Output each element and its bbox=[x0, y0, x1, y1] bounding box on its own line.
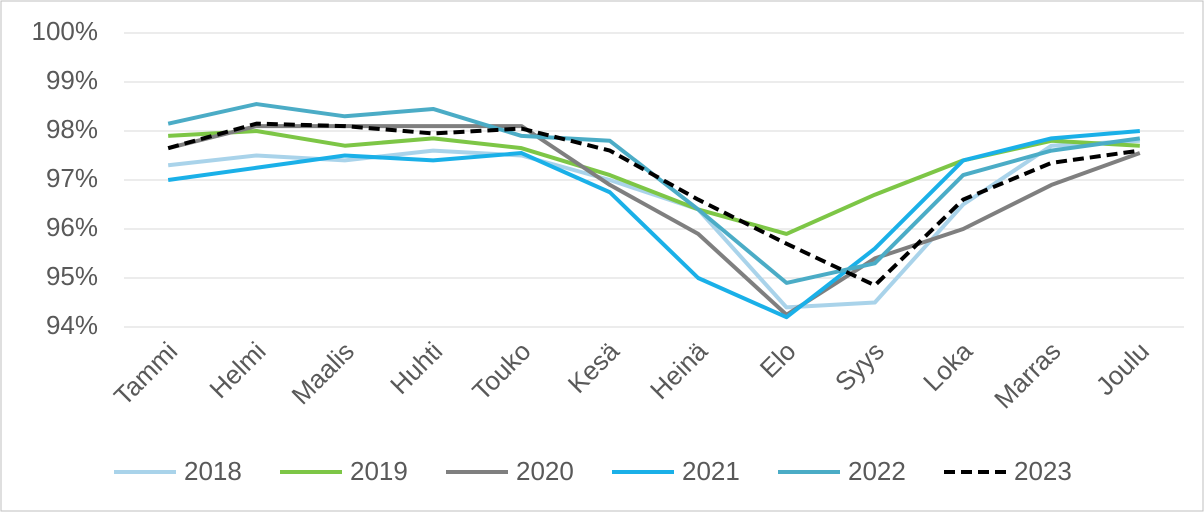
y-tick-label: 98% bbox=[46, 114, 98, 144]
legend-label: 2023 bbox=[1014, 456, 1072, 486]
series-line bbox=[167, 129, 1140, 320]
legend-label: 2019 bbox=[350, 456, 408, 486]
y-tick-label: 99% bbox=[46, 65, 98, 95]
series-line bbox=[167, 124, 1141, 317]
y-tick-label: 97% bbox=[46, 163, 98, 193]
legend-label: 2022 bbox=[848, 456, 906, 486]
legend-label: 2021 bbox=[682, 456, 740, 486]
y-tick-label: 95% bbox=[46, 261, 98, 291]
y-tick-label: 94% bbox=[46, 310, 98, 340]
series-line bbox=[167, 121, 1141, 288]
y-tick-label: 96% bbox=[46, 212, 98, 242]
y-tick-label: 100% bbox=[32, 16, 99, 46]
legend-label: 2018 bbox=[184, 456, 242, 486]
legend-label: 2020 bbox=[516, 456, 574, 486]
